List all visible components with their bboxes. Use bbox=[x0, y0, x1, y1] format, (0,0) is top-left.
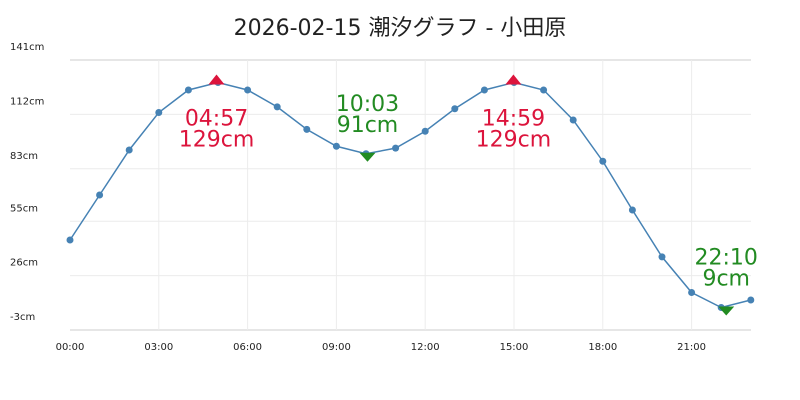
low-tide-level: 9cm bbox=[702, 267, 750, 292]
data-point[interactable] bbox=[273, 103, 281, 111]
data-point[interactable] bbox=[747, 296, 755, 304]
low-tide-time: 22:10 bbox=[695, 246, 758, 271]
tide-series bbox=[66, 79, 755, 311]
y-tick-label: 55cm bbox=[10, 203, 38, 214]
grid-lines bbox=[70, 59, 751, 331]
chart-title: 2026-02-15 潮汐グラフ - 小田原 bbox=[233, 16, 567, 41]
data-point[interactable] bbox=[244, 86, 252, 94]
x-tick-label: 00:00 bbox=[56, 342, 85, 353]
data-point[interactable] bbox=[66, 236, 74, 244]
high-tide-marker-icon bbox=[505, 74, 522, 85]
data-point[interactable] bbox=[658, 253, 666, 261]
data-point[interactable] bbox=[96, 191, 104, 199]
high-tide-time: 04:57 bbox=[185, 107, 248, 132]
x-tick-label: 09:00 bbox=[322, 342, 351, 353]
data-point[interactable] bbox=[421, 127, 429, 135]
data-point[interactable] bbox=[480, 86, 488, 94]
x-tick-label: 12:00 bbox=[411, 342, 440, 353]
data-point[interactable] bbox=[688, 289, 696, 296]
low-tide-level: 91cm bbox=[337, 113, 399, 138]
y-tick-label: 26cm bbox=[10, 258, 38, 269]
x-tick-label: 03:00 bbox=[144, 342, 173, 353]
x-tick-label: 06:00 bbox=[233, 342, 262, 353]
data-point[interactable] bbox=[628, 206, 636, 214]
data-point[interactable] bbox=[569, 116, 577, 124]
data-point[interactable] bbox=[599, 157, 607, 165]
data-point[interactable] bbox=[184, 86, 192, 94]
data-point[interactable] bbox=[332, 142, 340, 150]
x-tick-label: 15:00 bbox=[500, 342, 529, 353]
low-tide-time: 10:03 bbox=[336, 92, 399, 117]
high-tide-marker-icon bbox=[208, 74, 225, 85]
data-point[interactable] bbox=[155, 109, 163, 116]
high-tide-level: 129cm bbox=[476, 128, 552, 153]
high-tide-level: 129cm bbox=[179, 128, 255, 153]
y-tick-label: 83cm bbox=[10, 151, 38, 162]
y-tick-label: 112cm bbox=[10, 96, 44, 107]
x-tick-label: 21:00 bbox=[677, 342, 706, 353]
x-tick-label: 18:00 bbox=[588, 342, 617, 353]
y-tick-label: 141cm bbox=[10, 42, 44, 53]
y-tick-label: -3cm bbox=[10, 312, 35, 323]
data-point[interactable] bbox=[540, 86, 548, 94]
data-point[interactable] bbox=[392, 144, 400, 152]
low-tide-marker-icon bbox=[359, 152, 376, 162]
low-tide-marker-icon bbox=[718, 306, 735, 316]
tide-line bbox=[69, 81, 751, 309]
data-point[interactable] bbox=[125, 146, 133, 154]
high-tide-time: 14:59 bbox=[482, 107, 545, 132]
data-point[interactable] bbox=[303, 125, 311, 133]
data-point[interactable] bbox=[451, 105, 459, 113]
x-axis: 00:00 03:00 06:00 09:00 12:00 15:00 18:00 21:00 bbox=[56, 342, 706, 353]
y-axis: 141cm 112cm 83cm 55cm 26cm -3cm bbox=[10, 42, 44, 323]
